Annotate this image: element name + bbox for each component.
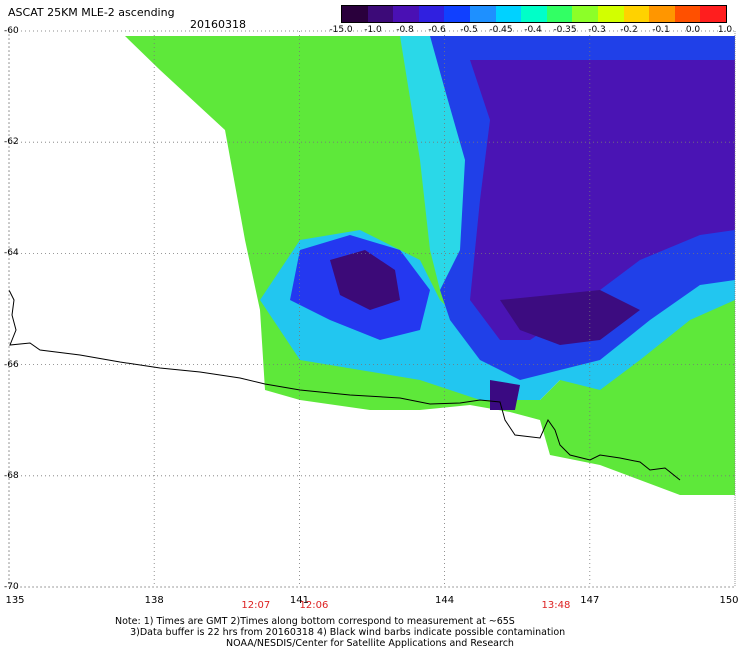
colorbar-segment <box>521 6 547 22</box>
coastline <box>8 289 681 481</box>
lat-label: -62 <box>4 137 19 148</box>
colorbar-segment <box>367 6 394 22</box>
time-label: 12:07 <box>241 600 271 611</box>
credit-text: NOAA/NESDIS/Center for Satellite Applica… <box>226 638 514 649</box>
colorbar-label: -0.45 <box>489 25 513 35</box>
lon-label: 147 <box>580 595 600 606</box>
colorbar <box>341 5 727 23</box>
lon-label: 138 <box>144 595 164 606</box>
colorbar-label: -15.0 <box>329 25 353 35</box>
lon-label: 141 <box>289 595 309 606</box>
swath-purple-4 <box>490 380 520 410</box>
colorbar-segment <box>597 6 624 22</box>
colorbar-label: -0.4 <box>524 25 542 35</box>
lat-label: -70 <box>4 582 19 592</box>
colorbar-segment <box>418 6 445 22</box>
colorbar-segment <box>623 6 650 22</box>
swath-purple <box>470 60 735 340</box>
lat-label: -64 <box>4 248 19 259</box>
colorbar-label: -0.2 <box>620 25 638 35</box>
colorbar-segment <box>393 6 419 22</box>
map-date: 20160318 <box>190 18 246 31</box>
map-title: ASCAT 25KM MLE-2 ascending <box>8 6 175 19</box>
colorbar-segment <box>546 6 573 22</box>
colorbar-segment <box>342 6 368 22</box>
colorbar-label: -0.8 <box>396 25 414 35</box>
colorbar-label: 0.0 <box>685 25 701 35</box>
data-layer <box>125 36 735 495</box>
colorbar-label: -0.3 <box>588 25 606 35</box>
lat-label: -68 <box>4 470 19 481</box>
colorbar-label: 1.0 <box>717 25 733 35</box>
colorbar-segment <box>700 6 726 22</box>
colorbar-label: -0.6 <box>428 25 446 35</box>
colorbar-label: -1.0 <box>364 25 382 35</box>
colorbar-segment <box>649 6 675 22</box>
colorbar-segment <box>674 6 701 22</box>
colorbar-segment <box>469 6 496 22</box>
lon-label: 150 <box>719 595 739 606</box>
swath-purple-3 <box>500 290 640 345</box>
lat-label: -66 <box>4 359 19 370</box>
colorbar-label: -0.35 <box>553 25 577 35</box>
lat-label: -60 <box>4 26 19 36</box>
time-label: 13:48 <box>541 600 571 611</box>
colorbar-labels: -15.0 -1.0 -0.8 -0.6 -0.5 -0.45 -0.4 -0.35 -0.3 -… <box>329 25 732 37</box>
colorbar-segment <box>444 6 470 22</box>
swath-purple-2 <box>330 250 400 310</box>
time-label: 12:06 <box>299 600 329 611</box>
colorbar-label: -0.5 <box>460 25 478 35</box>
note-text: Note: 1) Times are GMT 2)Times along bot… <box>115 616 566 638</box>
lon-label: 135 <box>5 595 25 606</box>
colorbar-segment <box>572 6 598 22</box>
colorbar-label: -0.1 <box>652 25 670 35</box>
colorbar-segment <box>495 6 522 22</box>
lon-label: 144 <box>435 595 455 606</box>
plot-frame <box>8 30 736 588</box>
